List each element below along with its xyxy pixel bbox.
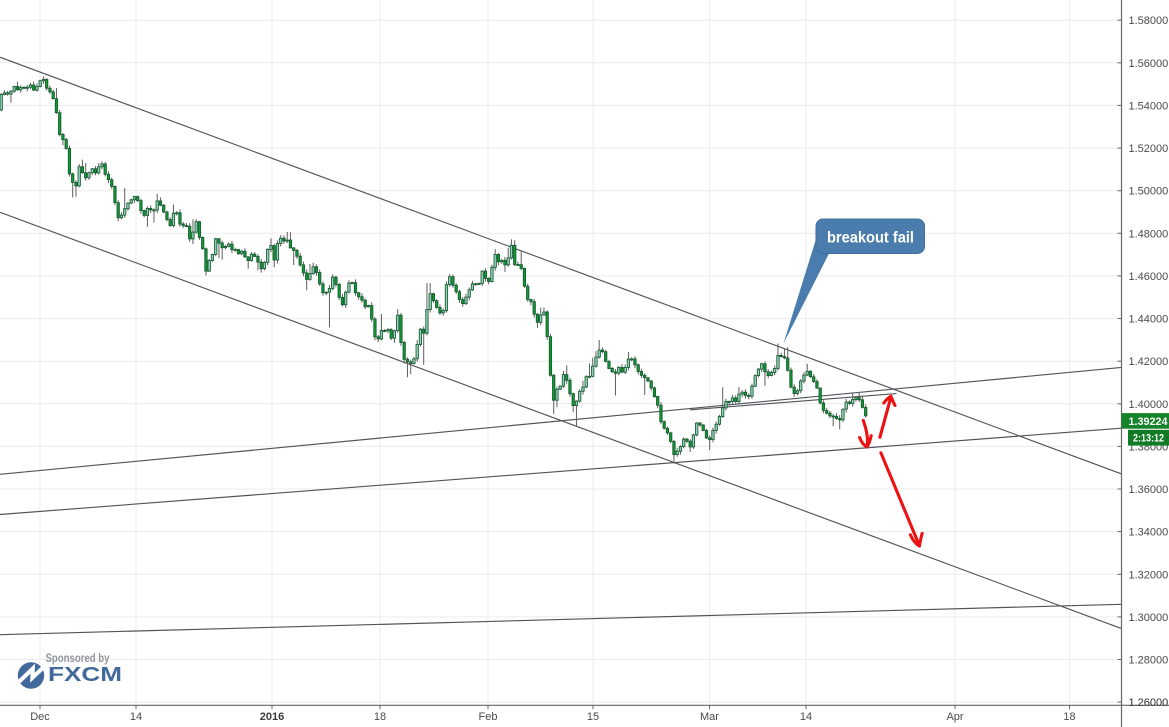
svg-text:Apr: Apr [946, 711, 963, 723]
svg-text:breakout fail: breakout fail [827, 230, 914, 247]
svg-text:1.52000: 1.52000 [1129, 143, 1169, 155]
svg-text:Sponsored by: Sponsored by [46, 653, 110, 665]
svg-text:1.26000: 1.26000 [1129, 697, 1169, 709]
svg-text:14: 14 [130, 711, 142, 723]
svg-text:FXCM: FXCM [48, 663, 122, 686]
svg-text:1.42000: 1.42000 [1129, 356, 1169, 368]
svg-text:1.54000: 1.54000 [1129, 100, 1169, 112]
svg-text:18: 18 [374, 711, 386, 723]
svg-text:1.39224: 1.39224 [1129, 416, 1169, 428]
svg-text:1.46000: 1.46000 [1129, 271, 1169, 283]
svg-text:Dec: Dec [30, 711, 50, 723]
svg-text:2016: 2016 [260, 711, 284, 723]
svg-text:1.30000: 1.30000 [1129, 612, 1169, 624]
svg-text:1.34000: 1.34000 [1129, 527, 1169, 539]
svg-text:14: 14 [800, 711, 812, 723]
svg-text:15: 15 [587, 711, 599, 723]
svg-text:2:13:12: 2:13:12 [1133, 433, 1164, 445]
svg-text:1.32000: 1.32000 [1129, 569, 1169, 581]
svg-text:1.44000: 1.44000 [1129, 314, 1169, 326]
svg-text:1.58000: 1.58000 [1129, 15, 1169, 27]
svg-text:Mar: Mar [700, 711, 719, 723]
svg-text:1.36000: 1.36000 [1129, 484, 1169, 496]
svg-text:1.56000: 1.56000 [1129, 58, 1169, 70]
svg-text:Feb: Feb [479, 711, 498, 723]
svg-text:1.50000: 1.50000 [1129, 186, 1169, 198]
svg-text:1.28000: 1.28000 [1129, 655, 1169, 667]
svg-text:1.48000: 1.48000 [1129, 228, 1169, 240]
svg-text:1.40000: 1.40000 [1129, 399, 1169, 411]
svg-text:18: 18 [1063, 711, 1075, 723]
svg-text:1.26000: 1.26000 [1129, 697, 1169, 709]
